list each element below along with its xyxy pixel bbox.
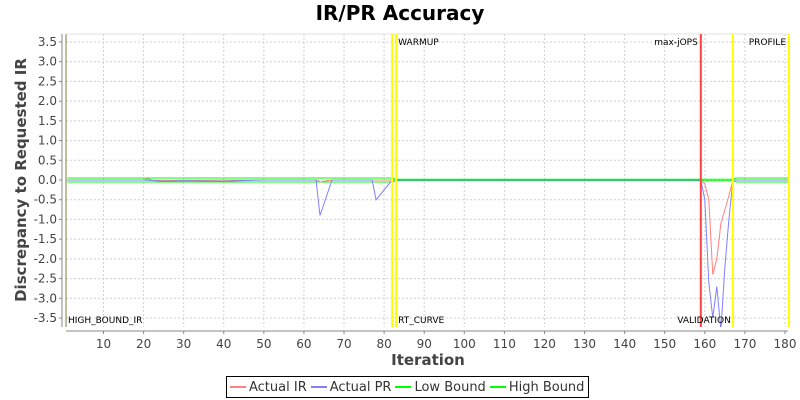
y-tick-label: 2.5 — [38, 74, 57, 88]
marker-label: max-jOPS — [654, 38, 698, 48]
x-tick-label: 110 — [493, 337, 516, 351]
legend-item-high-bound: High Bound — [489, 379, 585, 395]
legend-swatch-low-bound — [395, 386, 412, 388]
x-axis-label: Iteration — [391, 351, 465, 369]
x-tick-label: 130 — [573, 337, 596, 351]
x-tick-label: 120 — [533, 337, 556, 351]
annotation-label: HIGH_BOUND_IR — [68, 316, 142, 326]
legend-label: Actual IR — [249, 379, 307, 395]
y-tick-label: -2.0 — [34, 252, 57, 266]
y-tick-label: -3.0 — [34, 291, 57, 305]
legend-item-low-bound: Low Bound — [395, 379, 486, 395]
x-tick-label: 80 — [376, 337, 391, 351]
x-tick-label: 180 — [774, 337, 797, 351]
x-tick-label: 40 — [216, 337, 231, 351]
y-tick-label: 0.0 — [38, 173, 57, 187]
legend-swatch-actual-ir — [230, 386, 246, 388]
y-tick-label: 1.5 — [38, 114, 57, 128]
x-tick-label: 70 — [336, 337, 351, 351]
y-tick-label: 3.5 — [38, 35, 57, 49]
x-tick-label: 30 — [176, 337, 191, 351]
legend-item-actual-ir: Actual IR — [230, 380, 307, 395]
legend-label: Low Bound — [414, 379, 486, 395]
x-tick-label: 150 — [653, 337, 676, 351]
y-axis-label: Discrepancy to Requested IR — [12, 58, 30, 302]
x-tick-label: 140 — [613, 337, 636, 351]
x-tick-label: 60 — [296, 337, 311, 351]
y-tick-label: 0.5 — [38, 153, 57, 167]
legend-label: High Bound — [508, 379, 585, 395]
x-tick-label: 90 — [417, 337, 432, 351]
x-tick-label: 170 — [733, 337, 756, 351]
x-tick-label: 10 — [96, 337, 111, 351]
y-tick-label: -1.0 — [34, 212, 57, 226]
marker-label: PROFILE — [749, 38, 787, 48]
y-tick-label: 2.0 — [38, 94, 57, 108]
y-tick-label: 3.0 — [38, 55, 57, 69]
marker-lines: WARMUP RT_CURVE max-jOPS VALIDATION PROFILE H… — [68, 34, 791, 327]
marker-label: WARMUP — [398, 38, 439, 48]
legend-swatch-high-bound — [489, 386, 506, 388]
x-tick-label: 160 — [693, 337, 716, 351]
y-tick-label: 1.0 — [38, 134, 57, 148]
marker-label: RT_CURVE — [398, 316, 444, 326]
y-tick-label: -2.5 — [34, 272, 57, 286]
legend-swatch-actual-pr — [310, 386, 327, 388]
y-tick-label: -0.5 — [34, 193, 57, 207]
axes: 10 20 30 40 50 60 70 80 90 100 110 120 130 140 150 160 1… — [34, 33, 797, 351]
marker-label: VALIDATION — [677, 316, 731, 326]
chart-legend: Actual IR Actual PR Low Bound High Bound — [226, 376, 590, 398]
x-tick-label: 50 — [256, 337, 271, 351]
legend-item-actual-pr: Actual PR — [310, 379, 392, 395]
y-tick-label: -1.5 — [34, 232, 57, 246]
legend-label: Actual PR — [329, 379, 392, 395]
x-tick-label: 100 — [453, 337, 476, 351]
y-tick-label: -3.5 — [34, 311, 57, 325]
x-tick-label: 20 — [136, 337, 151, 351]
chart-title: IR/PR Accuracy — [315, 1, 485, 25]
